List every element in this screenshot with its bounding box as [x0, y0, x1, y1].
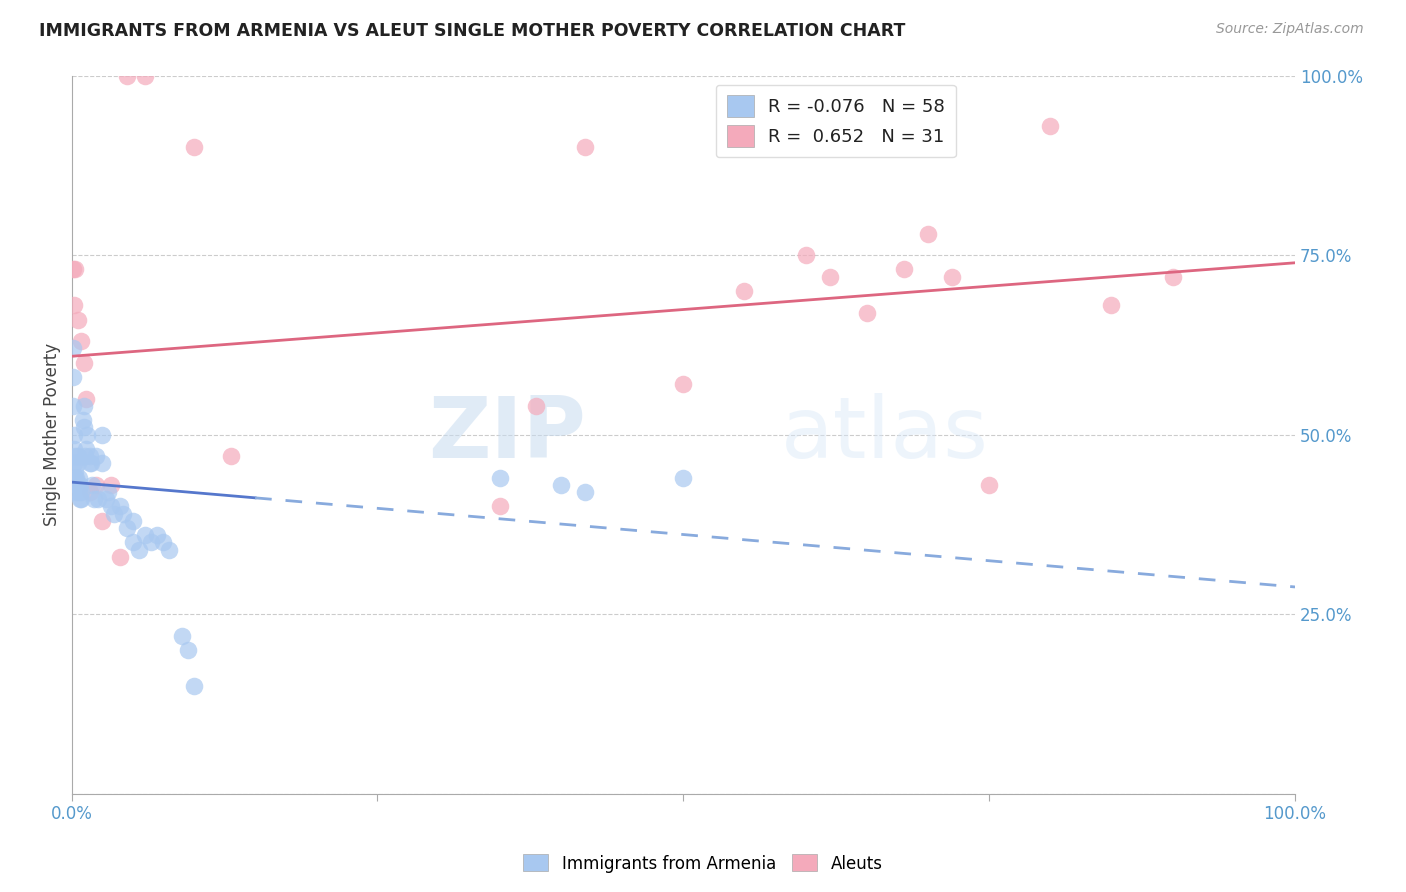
Point [76, 427, 98, 442]
Point [550, 478, 572, 492]
Point [146, 528, 169, 542]
Point [91, 456, 114, 470]
Point [62, 399, 84, 413]
Point [672, 377, 695, 392]
Point [84, 478, 107, 492]
Legend: Immigrants from Armenia, Aleuts: Immigrants from Armenia, Aleuts [516, 847, 890, 880]
Point [63, 456, 86, 470]
Text: Source: ZipAtlas.com: Source: ZipAtlas.com [1216, 22, 1364, 37]
Point [1101, 298, 1123, 312]
Point [170, 629, 193, 643]
Point [66, 478, 89, 492]
Point [110, 549, 132, 564]
Point [80, 456, 103, 470]
Point [917, 227, 939, 241]
Point [63, 442, 86, 456]
Point [488, 500, 510, 514]
Point [219, 449, 242, 463]
Point [63, 262, 86, 277]
Legend: R = -0.076   N = 58, R =  0.652   N = 31: R = -0.076 N = 58, R = 0.652 N = 31 [716, 85, 956, 158]
Point [66, 456, 89, 470]
Point [63, 463, 86, 477]
Point [63, 427, 86, 442]
Point [1039, 119, 1062, 133]
Point [83, 492, 105, 507]
Point [733, 284, 755, 298]
Point [183, 679, 205, 693]
Point [63, 449, 86, 463]
Point [488, 471, 510, 485]
Point [818, 269, 841, 284]
Point [67, 485, 90, 500]
Point [183, 140, 205, 154]
Point [63, 471, 86, 485]
Point [82, 478, 104, 492]
Point [69, 492, 91, 507]
Point [70, 485, 93, 500]
Point [893, 262, 915, 277]
Point [856, 305, 879, 319]
Point [97, 485, 120, 500]
Point [157, 542, 180, 557]
Point [139, 535, 162, 549]
Point [65, 478, 87, 492]
Point [75, 442, 97, 456]
Point [574, 485, 596, 500]
Text: IMMIGRANTS FROM ARMENIA VS ALEUT SINGLE MOTHER POVERTY CORRELATION CHART: IMMIGRANTS FROM ARMENIA VS ALEUT SINGLE … [39, 22, 905, 40]
Point [79, 485, 101, 500]
Point [115, 69, 138, 83]
Point [63, 298, 86, 312]
Text: atlas: atlas [782, 393, 990, 476]
Point [100, 500, 122, 514]
Point [979, 478, 1001, 492]
Point [79, 456, 101, 470]
Point [672, 471, 695, 485]
Point [65, 485, 87, 500]
Point [73, 420, 96, 434]
Text: ZIP: ZIP [427, 393, 585, 476]
Point [110, 500, 132, 514]
Point [941, 269, 963, 284]
Point [67, 471, 90, 485]
Point [1161, 269, 1184, 284]
Point [66, 312, 89, 326]
Point [73, 399, 96, 413]
Point [152, 535, 174, 549]
Point [70, 334, 93, 349]
Point [121, 514, 143, 528]
Point [94, 492, 117, 507]
Point [65, 471, 87, 485]
Point [115, 521, 138, 535]
Point [87, 492, 110, 507]
Point [62, 262, 84, 277]
Point [84, 449, 107, 463]
Point [526, 399, 548, 413]
Point [62, 370, 84, 384]
Point [100, 478, 122, 492]
Point [574, 140, 596, 154]
Point [75, 392, 97, 406]
Point [177, 643, 200, 657]
Point [91, 427, 114, 442]
Point [794, 248, 817, 262]
Point [79, 449, 101, 463]
Point [66, 449, 89, 463]
Point [121, 535, 143, 549]
Point [134, 528, 156, 542]
Point [62, 342, 84, 356]
Point [72, 413, 94, 427]
Point [128, 542, 150, 557]
Point [69, 478, 91, 492]
Point [73, 449, 96, 463]
Point [70, 492, 93, 507]
Point [73, 356, 96, 370]
Point [134, 69, 156, 83]
Point [103, 507, 125, 521]
Point [91, 514, 114, 528]
Y-axis label: Single Mother Poverty: Single Mother Poverty [44, 343, 60, 526]
Point [111, 507, 134, 521]
